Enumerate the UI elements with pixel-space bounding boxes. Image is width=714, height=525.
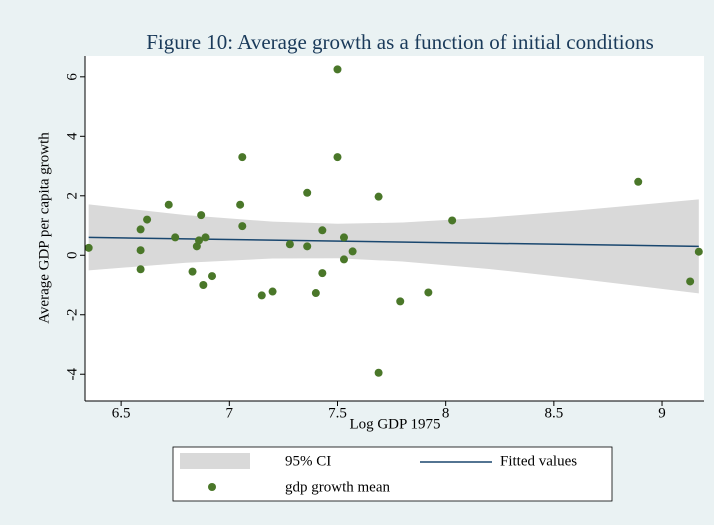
legend-swatch bbox=[180, 453, 250, 469]
point bbox=[136, 225, 145, 234]
point bbox=[238, 222, 247, 231]
point bbox=[257, 291, 266, 300]
point bbox=[348, 247, 357, 256]
chart-title: Figure 10: Average growth as a function … bbox=[146, 30, 654, 54]
point bbox=[424, 288, 433, 297]
point bbox=[188, 267, 197, 276]
y-tick-label: -2 bbox=[64, 309, 80, 322]
point bbox=[164, 200, 173, 209]
point bbox=[333, 153, 342, 162]
y-tick-label: 2 bbox=[64, 192, 80, 200]
point bbox=[199, 281, 208, 290]
x-tick-label: 9 bbox=[658, 405, 666, 421]
y-tick-label: 4 bbox=[64, 132, 80, 140]
point bbox=[143, 215, 152, 224]
legend-label: 95% CI bbox=[285, 453, 331, 469]
x-tick-label: 7 bbox=[226, 405, 234, 421]
point bbox=[339, 233, 348, 242]
point bbox=[318, 269, 327, 278]
point bbox=[285, 240, 294, 249]
point bbox=[238, 153, 247, 162]
point bbox=[311, 289, 320, 298]
fit-line bbox=[88, 236, 699, 248]
point bbox=[694, 247, 703, 256]
point bbox=[396, 297, 405, 306]
point bbox=[374, 368, 383, 377]
y-axis-label: Average GDP per capita growth bbox=[36, 132, 52, 324]
point bbox=[303, 188, 312, 197]
point bbox=[634, 177, 643, 186]
point bbox=[208, 272, 217, 281]
x-tick-label: 8 bbox=[442, 405, 450, 421]
y-tick-label: -4 bbox=[64, 367, 80, 380]
point bbox=[136, 246, 145, 255]
point bbox=[318, 226, 327, 235]
y-tick-label: 0 bbox=[64, 252, 80, 260]
point bbox=[201, 233, 210, 242]
point bbox=[136, 265, 145, 274]
legend-label: Fitted values bbox=[500, 453, 577, 469]
point bbox=[268, 287, 277, 296]
y-tick-label: 6 bbox=[64, 73, 80, 81]
x-tick-label: 6.5 bbox=[112, 405, 131, 421]
x-tick-label: 7.5 bbox=[328, 405, 347, 421]
point bbox=[339, 255, 348, 264]
point bbox=[197, 211, 206, 220]
x-axis-label: Log GDP 1975 bbox=[349, 416, 440, 432]
point bbox=[192, 242, 201, 251]
point bbox=[171, 233, 180, 242]
point bbox=[84, 243, 93, 252]
legend-label: gdp growth mean bbox=[285, 479, 390, 495]
point bbox=[448, 216, 457, 225]
point bbox=[333, 65, 342, 74]
point bbox=[236, 200, 245, 209]
point bbox=[686, 277, 695, 286]
x-tick-label: 8.5 bbox=[544, 405, 563, 421]
legend-swatch bbox=[208, 483, 216, 491]
point bbox=[303, 242, 312, 251]
point bbox=[374, 192, 383, 201]
